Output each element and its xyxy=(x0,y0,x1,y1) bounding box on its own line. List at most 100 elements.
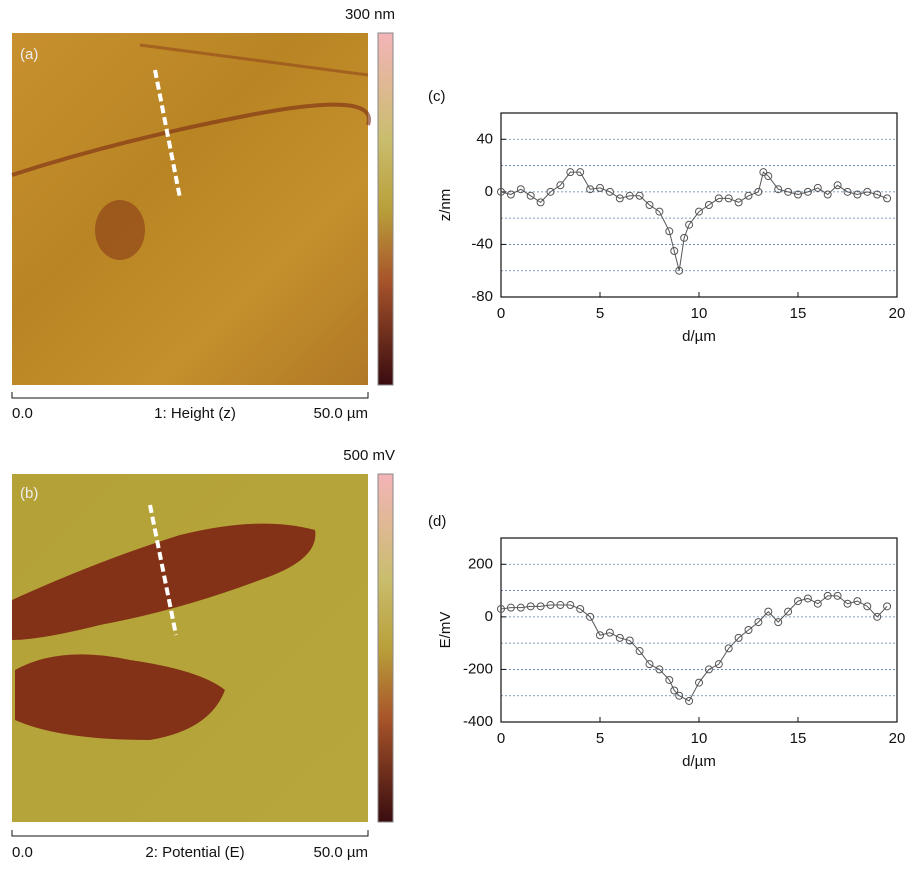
data-point xyxy=(566,168,575,177)
data-point xyxy=(665,675,674,684)
data-point xyxy=(734,633,743,642)
data-point xyxy=(784,187,793,196)
potential-panel: (b) 500 mV 0.0 2: Potential (E) 50.0 µm xyxy=(11,447,395,861)
y-tick-label: -80 xyxy=(471,288,493,305)
y-tick-label: -400 xyxy=(463,713,493,730)
x-tick-label: 10 xyxy=(691,305,708,322)
data-point xyxy=(764,172,773,181)
y-axis-label: z/nm xyxy=(437,189,454,222)
data-point xyxy=(576,168,585,177)
data-point xyxy=(635,191,644,200)
data-point xyxy=(586,612,595,621)
image-feature xyxy=(95,200,145,260)
y-tick-label: 0 xyxy=(485,183,493,200)
y-axis-label: E/mV xyxy=(437,612,454,649)
x-tick-label: 15 xyxy=(790,730,807,747)
data-point xyxy=(833,591,842,600)
y-tick-label: -40 xyxy=(471,235,493,252)
data-point xyxy=(863,602,872,611)
x-tick-label: 0 xyxy=(497,305,505,322)
data-point xyxy=(724,644,733,653)
data-point xyxy=(734,198,743,207)
data-point xyxy=(823,591,832,600)
data-point xyxy=(724,194,733,203)
x-tick-label: 10 xyxy=(691,730,708,747)
data-point xyxy=(675,691,684,700)
data-point xyxy=(506,603,515,612)
scale-bar xyxy=(11,830,369,837)
scale-start: 0.0 xyxy=(12,844,33,861)
data-point xyxy=(625,636,634,645)
x-tick-label: 20 xyxy=(889,305,906,322)
data-point xyxy=(759,168,768,177)
panel-label: (a) xyxy=(20,46,38,63)
profile-line xyxy=(148,504,178,636)
panel-label: (d) xyxy=(428,513,446,530)
data-point xyxy=(853,190,862,199)
data-point xyxy=(536,198,545,207)
data-point xyxy=(655,665,664,674)
x-tick-label: 5 xyxy=(596,730,604,747)
data-point xyxy=(526,191,535,200)
plot-frame xyxy=(500,537,898,723)
data-point xyxy=(645,201,654,209)
data-point xyxy=(695,207,703,216)
panel-label: (c) xyxy=(428,88,446,105)
data-point xyxy=(670,247,679,255)
data-point xyxy=(576,604,585,613)
data-point xyxy=(803,187,812,196)
data-point xyxy=(675,266,684,275)
data-point xyxy=(774,618,783,627)
channel-label: 2: Potential (E) xyxy=(145,844,244,861)
image-feature xyxy=(11,102,371,177)
data-point xyxy=(813,183,822,192)
data-line xyxy=(500,595,888,702)
data-point xyxy=(546,601,555,610)
data-point xyxy=(794,190,802,199)
data-point xyxy=(605,187,614,196)
data-point xyxy=(596,631,604,640)
color-bar xyxy=(377,32,394,386)
data-point xyxy=(685,696,694,705)
panel-label: (b) xyxy=(20,485,38,502)
data-point xyxy=(546,187,555,196)
data-line xyxy=(500,171,888,271)
data-point xyxy=(497,604,505,613)
data-point xyxy=(714,660,723,669)
scale-max: 300 nm xyxy=(345,6,395,23)
data-point xyxy=(754,187,763,196)
data-point xyxy=(794,597,802,606)
scale-bar xyxy=(11,392,369,399)
data-point xyxy=(516,185,525,194)
y-tick-label: 0 xyxy=(485,608,493,625)
y-tick-label: -200 xyxy=(463,660,493,677)
data-point xyxy=(536,602,545,611)
data-point xyxy=(695,678,703,687)
scale-end: 50.0 µm xyxy=(314,405,369,422)
data-point xyxy=(635,647,644,656)
data-point xyxy=(497,187,505,196)
data-point xyxy=(586,185,595,194)
data-point xyxy=(803,594,812,603)
data-point xyxy=(853,597,862,606)
data-point xyxy=(685,220,694,229)
x-tick-label: 15 xyxy=(790,305,807,322)
data-point xyxy=(863,187,872,196)
x-tick-label: 5 xyxy=(596,305,604,322)
data-point xyxy=(843,187,852,196)
y-tick-label: 40 xyxy=(476,130,493,147)
channel-label: 1: Height (z) xyxy=(154,405,236,422)
data-point xyxy=(516,603,525,612)
image-feature xyxy=(139,43,369,77)
data-point xyxy=(744,626,753,634)
data-point xyxy=(813,599,822,608)
data-point xyxy=(625,191,634,200)
data-point xyxy=(744,191,753,200)
data-point xyxy=(556,181,565,190)
data-point xyxy=(784,607,793,616)
data-point xyxy=(764,607,773,616)
data-point xyxy=(680,233,689,242)
scale-start: 0.0 xyxy=(12,405,33,422)
data-point xyxy=(655,207,664,216)
data-point xyxy=(665,227,674,236)
